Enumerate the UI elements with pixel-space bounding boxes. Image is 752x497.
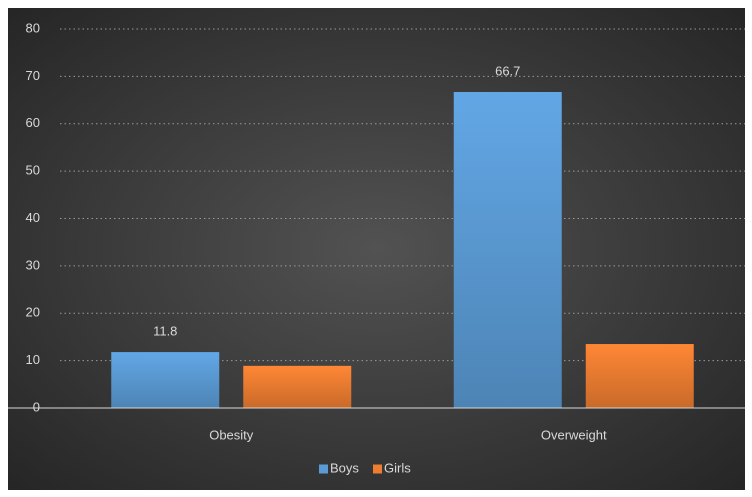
chart-background [8, 8, 745, 490]
y-tick-label: 70 [26, 68, 40, 83]
legend-swatch [373, 464, 382, 474]
y-tick-label: 0 [33, 399, 40, 414]
legend-swatch [319, 464, 328, 474]
legend-label: Boys [330, 460, 359, 475]
bar [453, 92, 562, 408]
legend-label: Girls [384, 460, 411, 475]
y-tick-label: 40 [26, 210, 40, 225]
data-label: 66.7 [495, 63, 520, 78]
x-tick-label: Obesity [209, 427, 254, 442]
y-tick-label: 10 [26, 352, 40, 367]
y-tick-label: 30 [26, 257, 40, 272]
bar [243, 365, 352, 408]
bar [585, 344, 694, 408]
y-tick-label: 60 [26, 115, 40, 130]
y-tick-label: 50 [26, 163, 40, 178]
x-tick-label: Overweight [541, 427, 607, 442]
y-tick-label: 80 [26, 20, 40, 35]
bar [111, 352, 220, 408]
data-label: 11.8 [153, 324, 177, 339]
y-tick-label: 20 [26, 305, 40, 320]
